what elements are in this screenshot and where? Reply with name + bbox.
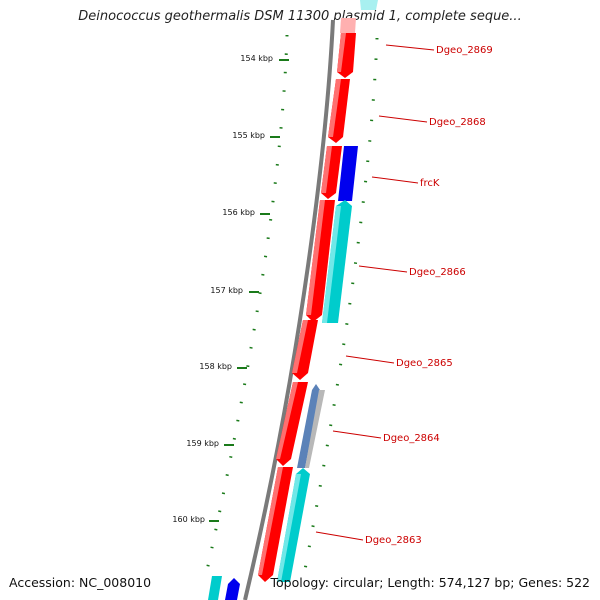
gene-label-leader-line bbox=[371, 176, 419, 184]
gene-label-leader-line bbox=[385, 44, 435, 51]
gene-arrow[interactable] bbox=[276, 382, 308, 466]
tick-label: 155 kbp bbox=[232, 131, 265, 140]
tick-label: 159 kbp bbox=[186, 439, 219, 448]
topology-summary-text: Topology: circular; Length: 574,127 bp; … bbox=[270, 575, 591, 590]
gene-arrow[interactable] bbox=[297, 384, 320, 468]
gene-arrow[interactable] bbox=[322, 200, 352, 323]
gene-segment-bottom-cyan bbox=[208, 576, 222, 600]
tick-label: 160 kbp bbox=[172, 515, 205, 524]
gene-label[interactable]: Dgeo_2869 bbox=[436, 45, 493, 56]
gene-label[interactable]: Dgeo_2868 bbox=[429, 117, 486, 128]
gene-arrow[interactable] bbox=[337, 33, 356, 78]
gene-segment-top-partial bbox=[340, 18, 356, 33]
gene-label-leader-line bbox=[315, 531, 364, 541]
gene-arrow[interactable] bbox=[321, 146, 342, 199]
gene-label-leader-line bbox=[378, 115, 428, 123]
tick-label: 157 kbp bbox=[210, 286, 243, 295]
gene-label[interactable]: Dgeo_2863 bbox=[365, 535, 422, 546]
gene-arrow[interactable] bbox=[277, 468, 310, 582]
gene-segment-top-partial-2 bbox=[360, 0, 378, 10]
gene-label-leader-line bbox=[358, 265, 408, 273]
accession-text: Accession: NC_008010 bbox=[9, 575, 152, 590]
gene-arrow[interactable] bbox=[305, 390, 325, 468]
tick-label: 154 kbp bbox=[240, 54, 273, 63]
inner-minor-ticks bbox=[204, 34, 289, 576]
gene-label-leader-line bbox=[345, 355, 395, 364]
gene-arrow[interactable] bbox=[328, 79, 350, 143]
gene-label[interactable]: Dgeo_2866 bbox=[409, 267, 466, 278]
gene-arrow[interactable] bbox=[292, 320, 318, 380]
gene-label-leader-line bbox=[332, 430, 382, 439]
gene-label[interactable]: Dgeo_2864 bbox=[383, 433, 440, 444]
gene-arrow[interactable] bbox=[338, 146, 358, 201]
tick-label: 156 kbp bbox=[222, 208, 255, 217]
gene-label[interactable]: frcK bbox=[420, 178, 440, 189]
gene-arrow[interactable] bbox=[306, 200, 335, 322]
tick-label: 158 kbp bbox=[199, 362, 232, 371]
map-title: Deinococcus geothermalis DSM 11300 plasm… bbox=[78, 9, 522, 24]
gene-label[interactable]: Dgeo_2865 bbox=[396, 358, 453, 369]
gene-arrow[interactable] bbox=[258, 467, 293, 582]
gene-segment-bottom-blue bbox=[225, 578, 240, 600]
genome-backbone-line bbox=[243, 19, 335, 600]
